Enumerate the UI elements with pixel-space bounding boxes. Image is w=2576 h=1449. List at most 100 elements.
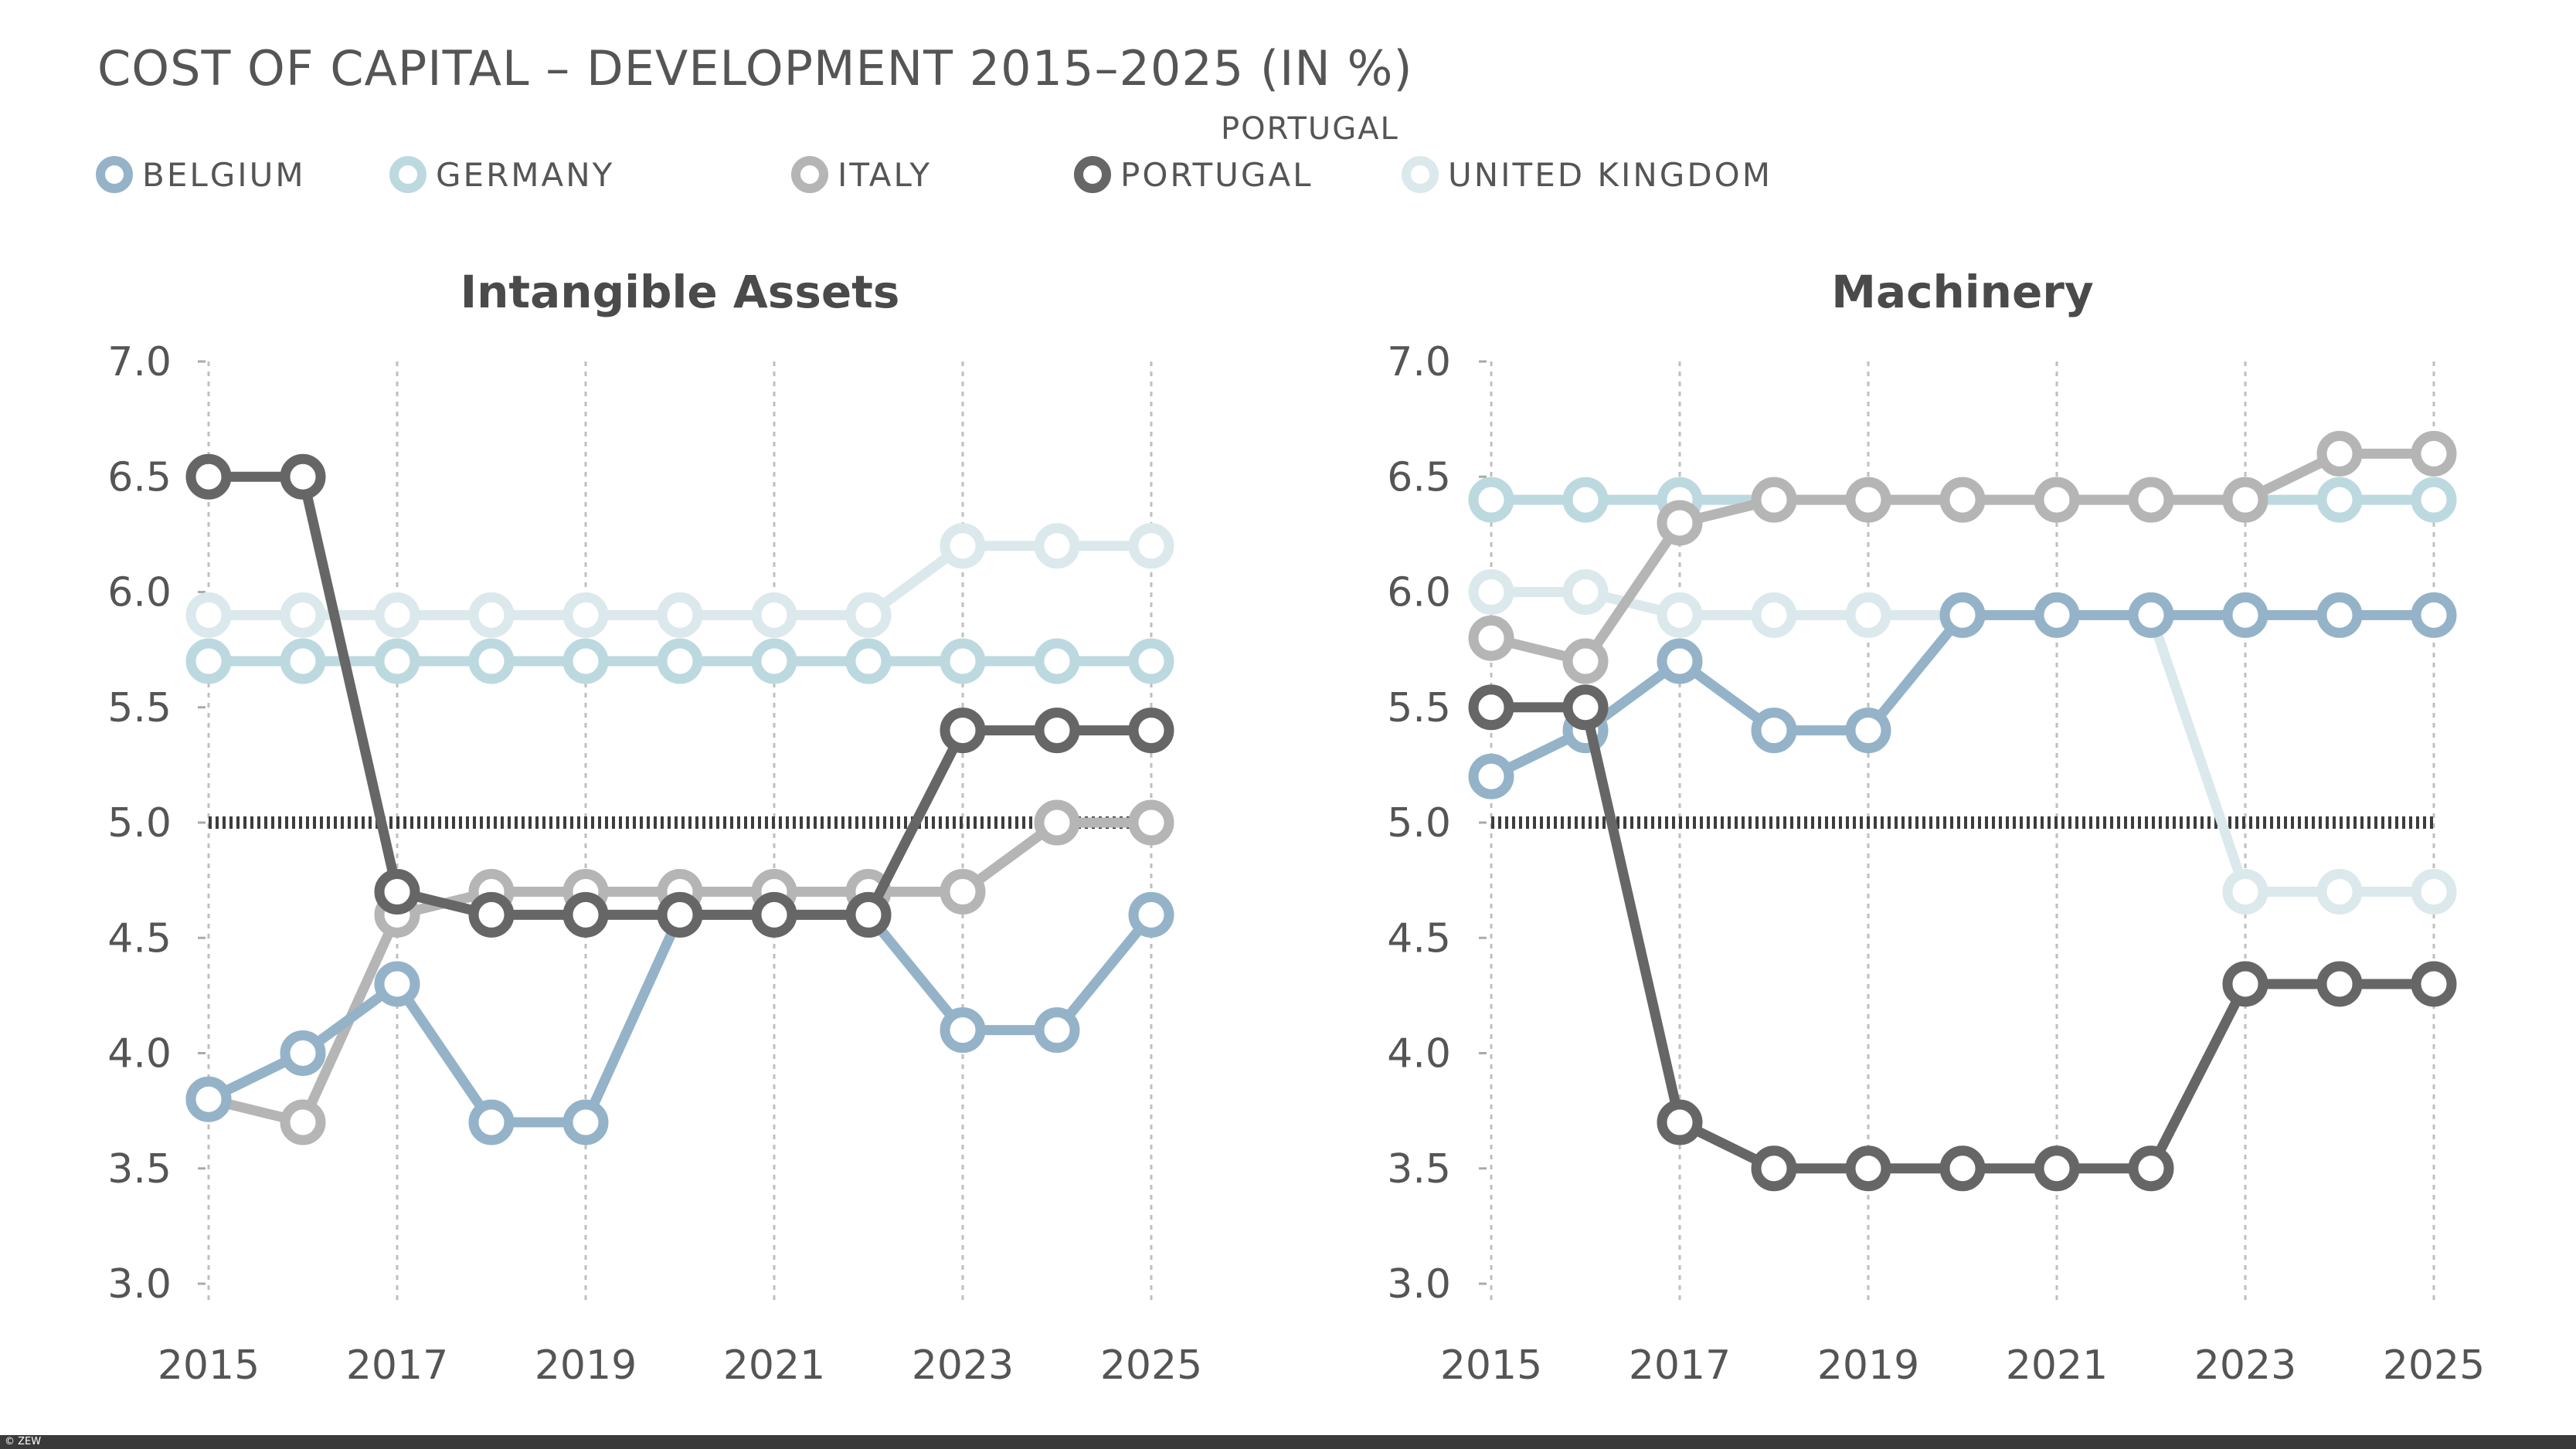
y-tick-label: 7.0 <box>1387 339 1451 385</box>
chart-panel-intangible-assets: Intangible Assets 7.0 6.5 6.0 5.5 5.0 4.5 4.0 3.… <box>107 266 1202 1389</box>
data-point <box>2222 869 2268 915</box>
data-point <box>1845 708 1891 754</box>
data-point <box>940 638 986 684</box>
data-point <box>1562 569 1609 615</box>
data-point <box>1562 477 1609 523</box>
data-point <box>374 961 420 1007</box>
data-point <box>845 638 892 684</box>
x-tick-label: 2021 <box>2006 1342 2108 1389</box>
x-tick-label: 2017 <box>1629 1342 1731 1389</box>
x-tick-label: 2019 <box>535 1342 637 1389</box>
legend-item-united-kingdom: UNITED KINGDOM <box>1402 151 1772 198</box>
x-tick-label: 2015 <box>158 1342 260 1389</box>
data-point <box>2316 592 2363 638</box>
data-point <box>940 1007 986 1054</box>
data-point <box>2411 869 2457 915</box>
x-tick-label: 2021 <box>723 1342 825 1389</box>
y-tick-label: 3.5 <box>107 1146 172 1193</box>
data-point <box>2222 477 2268 523</box>
data-point <box>280 592 326 638</box>
data-point <box>2316 430 2363 477</box>
data-point <box>1468 615 1514 661</box>
series-germany <box>185 638 1174 684</box>
y-tick-label: 5.5 <box>1387 685 1451 731</box>
data-point <box>2316 961 2363 1007</box>
x-tick-label: 2015 <box>1440 1342 1542 1389</box>
data-point <box>657 592 703 638</box>
data-point <box>280 638 326 684</box>
data-point <box>1468 569 1514 615</box>
legend-marker <box>1074 156 1111 193</box>
data-point <box>468 638 515 684</box>
data-point <box>185 1076 232 1122</box>
data-point <box>2034 477 2080 523</box>
data-point <box>185 592 232 638</box>
data-point <box>1128 638 1174 684</box>
data-point <box>1939 1145 1986 1192</box>
data-point <box>1657 592 1703 638</box>
data-point <box>1128 799 1174 846</box>
data-point <box>2316 477 2363 523</box>
data-point <box>1845 592 1891 638</box>
series-belgium <box>1468 592 2457 799</box>
y-tick-label: 5.0 <box>1387 800 1451 847</box>
data-point <box>562 891 609 938</box>
data-point <box>374 638 420 684</box>
y-tick-label: 6.5 <box>1387 454 1451 501</box>
data-point <box>751 891 797 938</box>
y-tick-label: 3.0 <box>1387 1261 1451 1308</box>
x-tick-label: 2025 <box>1100 1342 1202 1389</box>
data-point <box>2034 592 2080 638</box>
data-point <box>2128 1145 2174 1192</box>
data-point <box>940 523 986 569</box>
data-point <box>562 1099 609 1145</box>
data-point <box>2411 477 2457 523</box>
x-tick-label: 2019 <box>1817 1342 1919 1389</box>
data-point <box>1657 638 1703 684</box>
data-point <box>1034 799 1080 846</box>
series-line <box>203 817 1157 1128</box>
data-point <box>185 453 232 500</box>
y-tick-label: 4.0 <box>1387 1031 1451 1077</box>
y-tick-label: 5.0 <box>107 800 172 847</box>
data-point <box>1562 638 1609 684</box>
y-tick-label: 6.5 <box>107 454 172 501</box>
data-point <box>1939 592 1986 638</box>
y-tick-label: 6.0 <box>107 570 172 616</box>
data-point <box>1034 1007 1080 1054</box>
x-tick-label: 2017 <box>346 1342 448 1389</box>
legend-label: ITALY <box>838 155 932 194</box>
legend-label: BELGIUM <box>142 155 306 194</box>
data-point <box>280 453 326 500</box>
panel-title: Intangible Assets <box>460 266 900 318</box>
data-point <box>468 1099 515 1145</box>
y-tick-label: 5.5 <box>107 685 172 731</box>
data-point <box>2411 430 2457 477</box>
data-point <box>940 708 986 754</box>
data-point <box>468 891 515 938</box>
data-point <box>2316 869 2363 915</box>
data-point <box>2411 961 2457 1007</box>
data-point <box>1657 500 1703 546</box>
series-line <box>1486 702 2439 1174</box>
x-tick-label: 2023 <box>912 1342 1014 1389</box>
y-tick-label: 7.0 <box>107 339 172 385</box>
data-point <box>1034 523 1080 569</box>
data-point <box>1128 708 1174 754</box>
footer-copyright: © ZEW <box>5 1436 42 1447</box>
data-point <box>751 592 797 638</box>
series-line <box>203 909 1157 1128</box>
data-point <box>280 1030 326 1076</box>
series-portugal <box>1468 684 2457 1192</box>
data-point <box>1751 708 1797 754</box>
data-point <box>1034 638 1080 684</box>
data-point <box>1128 891 1174 938</box>
series-line <box>1486 609 2439 782</box>
data-point <box>1468 753 1514 799</box>
data-point <box>1468 684 1514 731</box>
footer-bar <box>0 1435 2576 1449</box>
legend-marker <box>1402 156 1439 193</box>
data-point <box>1845 1145 1891 1192</box>
y-tick-label: 4.5 <box>107 915 172 962</box>
